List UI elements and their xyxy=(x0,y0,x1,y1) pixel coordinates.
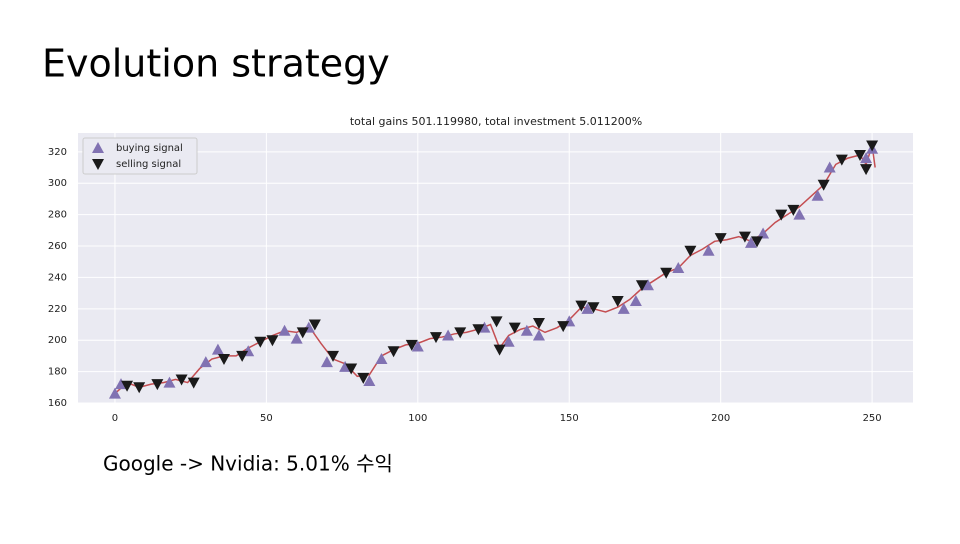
x-tick-label: 250 xyxy=(863,413,882,424)
sell-marker xyxy=(751,236,764,248)
buy-marker xyxy=(115,378,128,390)
sell-marker xyxy=(175,374,188,386)
sell-marker xyxy=(308,319,321,331)
sell-marker xyxy=(121,380,134,392)
buy-marker xyxy=(617,302,630,314)
sell-marker xyxy=(472,324,485,336)
y-tick-label: 280 xyxy=(48,210,67,221)
y-tick-label: 220 xyxy=(48,304,67,315)
sell-marker xyxy=(296,327,309,339)
chart-title: total gains 501.119980, total investment… xyxy=(350,115,642,128)
sell-marker xyxy=(684,245,697,257)
sell-marker xyxy=(429,332,442,344)
buy-marker xyxy=(478,321,491,333)
buy-marker xyxy=(363,375,376,387)
sell-marker xyxy=(787,204,800,216)
sell-marker xyxy=(254,336,267,348)
buy-marker xyxy=(744,236,757,248)
sell-marker xyxy=(835,154,848,166)
buy-marker xyxy=(320,356,333,368)
sell-marker xyxy=(860,164,873,176)
y-tick-label: 260 xyxy=(48,241,67,252)
sell-marker xyxy=(557,321,570,333)
sell-marker xyxy=(714,233,727,245)
sell-marker xyxy=(853,149,866,161)
sell-marker xyxy=(454,327,467,339)
buy-marker xyxy=(290,332,303,344)
sell-marker xyxy=(493,344,506,356)
sell-marker xyxy=(575,300,588,312)
buy-marker xyxy=(757,227,770,239)
legend-label: buying signal xyxy=(116,143,183,154)
x-tick-label: 150 xyxy=(560,413,579,424)
buy-marker xyxy=(442,329,455,341)
buy-marker xyxy=(375,353,388,365)
legend-box xyxy=(82,137,198,175)
x-tick-label: 50 xyxy=(260,413,273,424)
buy-marker xyxy=(581,302,594,314)
buy-marker xyxy=(411,340,424,352)
sell-marker xyxy=(151,379,164,391)
y-tick-label: 320 xyxy=(48,147,67,158)
sell-marker xyxy=(327,350,340,362)
y-tick-label: 160 xyxy=(48,398,67,409)
buy-marker xyxy=(339,360,352,372)
buy-marker xyxy=(702,244,715,256)
sell-marker xyxy=(866,140,879,152)
buy-marker xyxy=(811,189,824,201)
sell-marker xyxy=(387,346,400,358)
sell-marker xyxy=(611,295,624,307)
y-tick-label: 300 xyxy=(48,178,67,189)
buy-marker xyxy=(860,152,873,164)
legend-symbol xyxy=(92,159,104,170)
y-tick-label: 200 xyxy=(48,335,67,346)
sell-marker xyxy=(508,322,521,334)
legend-symbol xyxy=(92,142,104,153)
legend-label: selling signal xyxy=(116,159,181,170)
sell-marker xyxy=(357,372,370,384)
sell-marker xyxy=(236,350,249,362)
buy-marker xyxy=(211,343,224,355)
sell-marker xyxy=(660,267,673,279)
sell-marker xyxy=(635,280,648,292)
sell-marker xyxy=(775,209,788,221)
buy-marker xyxy=(793,208,806,220)
x-tick-label: 100 xyxy=(408,413,427,424)
sell-marker xyxy=(587,302,600,314)
x-tick-label: 0 xyxy=(112,413,118,424)
sell-marker xyxy=(345,363,358,375)
buy-marker xyxy=(199,356,212,368)
y-tick-label: 180 xyxy=(48,367,67,378)
buy-marker xyxy=(520,324,533,336)
sell-marker xyxy=(490,316,503,328)
buy-marker xyxy=(532,329,545,341)
buy-marker xyxy=(163,376,176,388)
y-tick-label: 240 xyxy=(48,272,67,283)
sell-marker xyxy=(187,377,200,389)
sell-marker xyxy=(133,382,146,394)
sell-marker xyxy=(217,354,230,366)
sell-marker xyxy=(738,231,751,243)
slide-title: Evolution strategy xyxy=(42,42,390,86)
sell-marker xyxy=(532,317,545,329)
buy-marker xyxy=(502,335,515,347)
sell-marker xyxy=(266,335,279,347)
buy-marker xyxy=(278,324,291,336)
caption: Google -> Nvidia: 5.01% 수익 xyxy=(103,452,393,476)
buy-marker xyxy=(823,161,836,173)
buy-marker xyxy=(629,294,642,306)
buy-marker xyxy=(672,262,685,273)
x-tick-label: 200 xyxy=(711,413,730,424)
sell-marker xyxy=(405,339,418,351)
sell-marker xyxy=(817,179,830,191)
buy-marker xyxy=(641,279,654,291)
buy-marker xyxy=(108,387,121,399)
